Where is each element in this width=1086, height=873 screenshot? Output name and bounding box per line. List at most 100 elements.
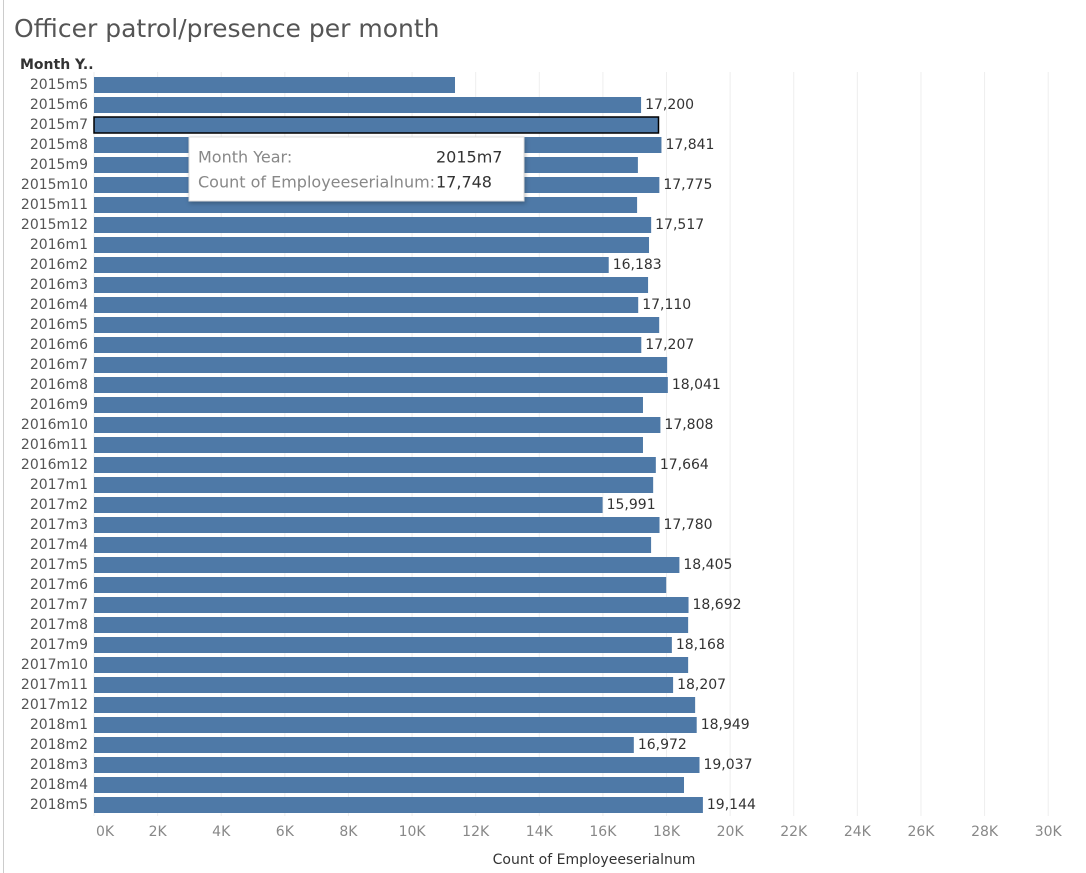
- x-tick-label: 4K: [212, 824, 231, 840]
- data-label: 17,664: [660, 457, 709, 473]
- y-tick-label: 2017m3: [30, 517, 88, 533]
- bar: [94, 637, 672, 653]
- bars: 2015m5 2015m6 17,200 2015m7 2015m8 17,841 2015…: [21, 77, 756, 813]
- bar: [94, 217, 652, 233]
- y-tick-label: 2016m10: [21, 417, 88, 433]
- x-tick-label: 18K: [653, 824, 681, 840]
- y-tick-label: 2018m1: [30, 717, 88, 733]
- y-tick-label: 2015m8: [30, 137, 88, 153]
- data-label: 18,692: [693, 597, 742, 613]
- bar: [94, 437, 643, 453]
- data-label: 18,168: [676, 637, 725, 653]
- y-tick-label: 2016m3: [30, 277, 88, 293]
- x-tick-label: 0K: [96, 824, 115, 840]
- data-label: 17,110: [642, 297, 691, 313]
- bar: [94, 657, 689, 673]
- y-tick-label: 2015m12: [21, 217, 88, 233]
- bar: [94, 377, 668, 393]
- x-tick-label: 26K: [907, 824, 935, 840]
- bar: [94, 577, 667, 593]
- y-tick-label: 2016m12: [21, 457, 88, 473]
- y-tick-label: 2015m11: [21, 197, 88, 213]
- bar: [94, 77, 456, 93]
- bar: [94, 777, 685, 793]
- y-header: Month Y..: [20, 57, 94, 73]
- x-tick-label: 10K: [399, 824, 427, 840]
- y-tick-label: 2016m11: [21, 437, 88, 453]
- tooltip-value: 17,748: [436, 173, 492, 192]
- y-tick-label: 2015m7: [30, 117, 88, 133]
- tooltip-label: Month Year:: [198, 148, 292, 167]
- y-tick-label: 2016m5: [30, 317, 88, 333]
- bar: [93, 116, 660, 134]
- bar: [94, 697, 696, 713]
- bar: [94, 97, 642, 113]
- data-label: 17,775: [663, 177, 712, 193]
- y-tick-label: 2017m1: [30, 477, 88, 493]
- x-tick-label: 6K: [276, 824, 295, 840]
- y-tick-label: 2016m9: [30, 397, 88, 413]
- bar: [94, 497, 603, 513]
- bar: [94, 477, 654, 493]
- y-tick-label: 2018m4: [30, 777, 88, 793]
- chart-title: Officer patrol/presence per month: [14, 14, 440, 43]
- y-tick-label: 2015m10: [21, 177, 88, 193]
- bar: [94, 677, 674, 693]
- data-label: 16,972: [638, 737, 687, 753]
- data-label: 19,144: [707, 797, 756, 813]
- bar: [94, 237, 650, 253]
- data-label: 15,991: [607, 497, 656, 513]
- x-tick-label: 28K: [971, 824, 999, 840]
- bar: [94, 257, 609, 273]
- y-tick-label: 2016m1: [30, 237, 88, 253]
- data-label: 16,183: [613, 257, 662, 273]
- bar: [94, 417, 661, 433]
- bar: [94, 617, 689, 633]
- data-label: 17,808: [664, 417, 713, 433]
- bar: [94, 797, 703, 813]
- y-tick-label: 2017m8: [30, 617, 88, 633]
- bar: [94, 517, 660, 533]
- bar: [94, 717, 697, 733]
- bar: [94, 597, 689, 613]
- y-tick-label: 2018m2: [30, 737, 88, 753]
- y-tick-label: 2015m9: [30, 157, 88, 173]
- data-label: 17,517: [655, 217, 704, 233]
- x-tick-label: 2K: [149, 824, 168, 840]
- y-tick-label: 2017m2: [30, 497, 88, 513]
- tooltip-box: [188, 136, 525, 202]
- x-tick-label: 20K: [717, 824, 745, 840]
- bar: [94, 737, 634, 753]
- x-tick-label: 24K: [844, 824, 872, 840]
- y-tick-label: 2017m6: [30, 577, 88, 593]
- data-label: 18,949: [701, 717, 750, 733]
- bar: [94, 277, 649, 293]
- tooltip-value: 2015m7: [436, 148, 502, 167]
- y-tick-label: 2017m9: [30, 637, 88, 653]
- y-tick-label: 2015m6: [30, 97, 88, 113]
- y-tick-label: 2016m4: [30, 297, 88, 313]
- y-tick-label: 2017m7: [30, 597, 88, 613]
- data-label: 18,207: [677, 677, 726, 693]
- y-tick-label: 2017m5: [30, 557, 88, 573]
- y-tick-label: 2018m5: [30, 797, 88, 813]
- y-tick-label: 2016m6: [30, 337, 88, 353]
- data-label: 18,405: [683, 557, 732, 573]
- x-tick-label: 30K: [1035, 824, 1063, 840]
- y-tick-label: 2017m12: [21, 697, 88, 713]
- x-tick-label: 14K: [526, 824, 554, 840]
- x-axis-title: Count of Employeeserialnum: [493, 852, 696, 868]
- x-tick-label: 12K: [462, 824, 490, 840]
- y-tick-label: 2016m7: [30, 357, 88, 373]
- y-tick-label: 2016m8: [30, 377, 88, 393]
- y-tick-label: 2018m3: [30, 757, 88, 773]
- y-tick-label: 2016m2: [30, 257, 88, 273]
- data-label: 17,200: [645, 97, 694, 113]
- bar: [94, 397, 643, 413]
- bar: [94, 337, 642, 353]
- x-tick-label: 16K: [589, 824, 617, 840]
- y-tick-label: 2017m10: [21, 657, 88, 673]
- x-tick-label: 22K: [780, 824, 808, 840]
